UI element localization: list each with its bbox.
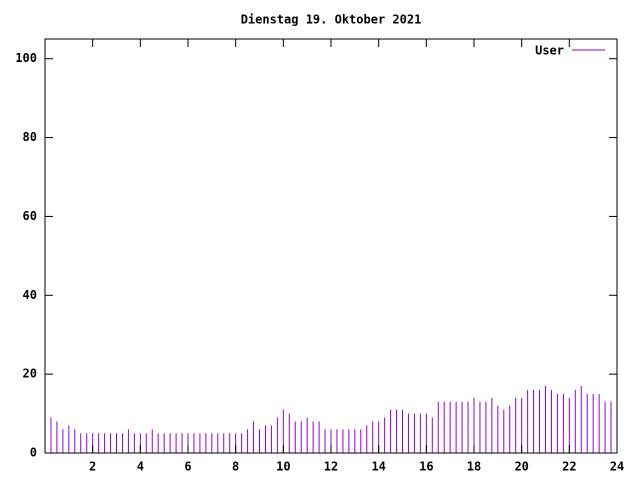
x-tick-label: 6 <box>184 460 191 474</box>
x-tick-label: 2 <box>89 460 96 474</box>
x-tick-label: 20 <box>514 460 528 474</box>
y-tick-label: 20 <box>23 367 37 381</box>
x-tick-label: 8 <box>232 460 239 474</box>
x-tick-label: 14 <box>371 460 385 474</box>
x-tick-label: 4 <box>137 460 144 474</box>
x-tick-label: 10 <box>276 460 290 474</box>
y-tick-label: 0 <box>30 446 37 460</box>
y-tick-label: 100 <box>15 51 37 65</box>
x-tick-label: 16 <box>419 460 433 474</box>
x-tick-label: 24 <box>610 460 624 474</box>
x-tick-label: 22 <box>562 460 576 474</box>
x-tick-label: 12 <box>324 460 338 474</box>
y-tick-label: 80 <box>23 130 37 144</box>
legend-label: User <box>535 44 564 58</box>
plot-frame <box>44 38 618 454</box>
x-tick-label: 18 <box>467 460 481 474</box>
chart-title: Dienstag 19. Oktober 2021 <box>241 13 422 27</box>
y-tick-label: 40 <box>23 288 37 302</box>
y-tick-label: 60 <box>23 209 37 223</box>
